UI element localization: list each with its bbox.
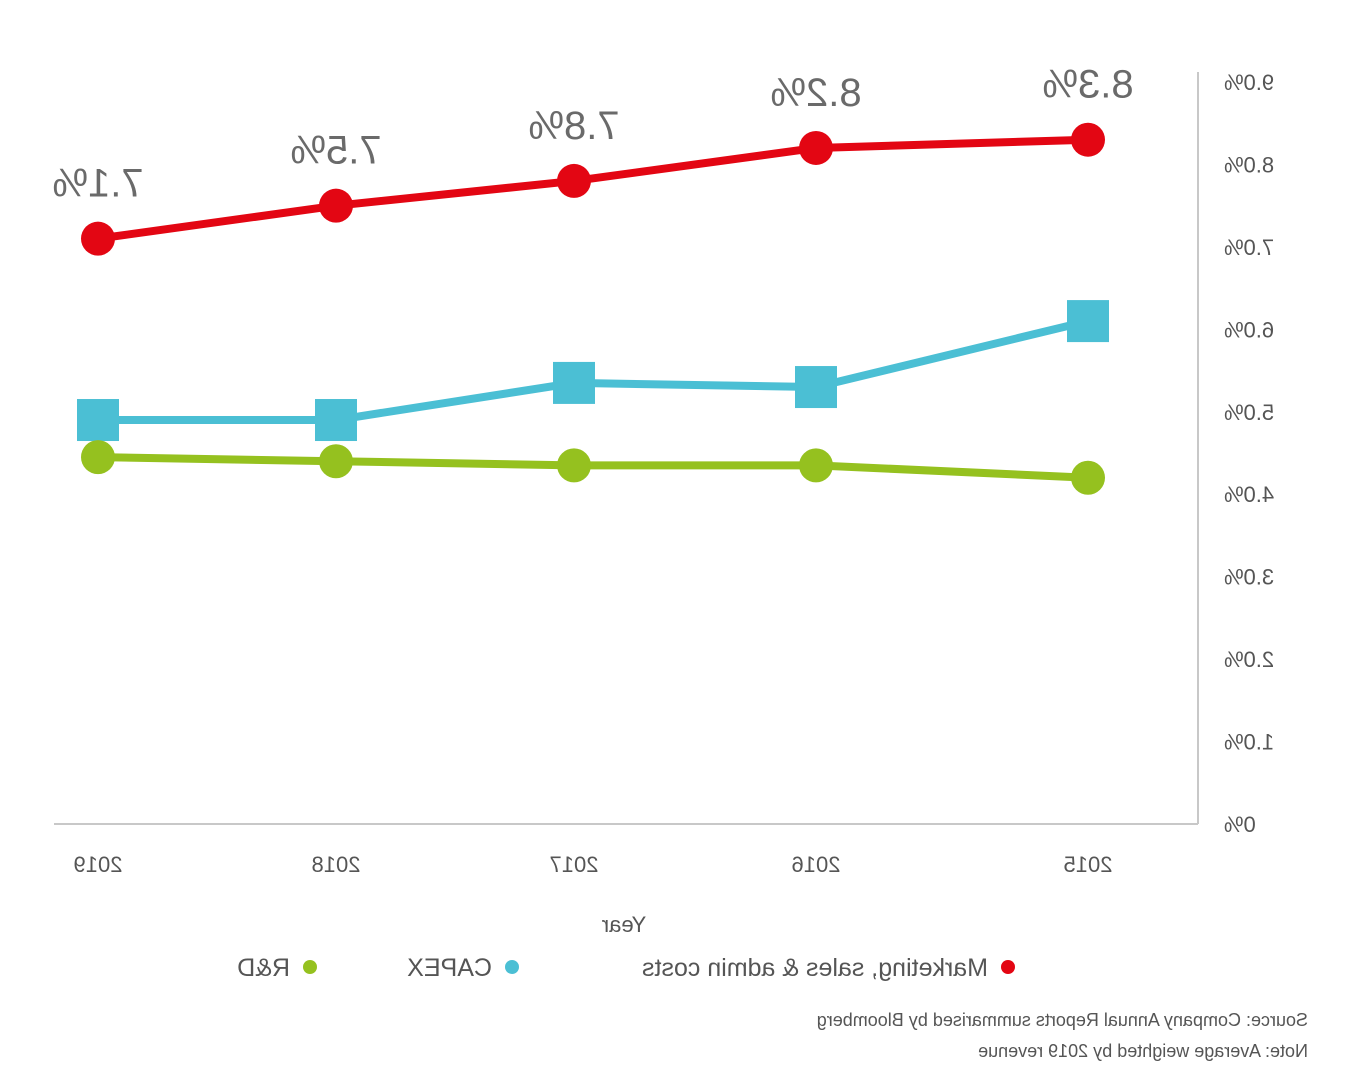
- y-tick-label: 2.0%: [1224, 647, 1274, 672]
- y-tick-label: 7.0%: [1224, 235, 1274, 260]
- series-2: [77, 300, 1109, 442]
- y-tick-label: 3.0%: [1224, 565, 1274, 590]
- data-point: [795, 366, 837, 409]
- legend-marker: [1001, 960, 1015, 974]
- weighting-note: Note: Average weighted by 2019 revenue: [978, 1041, 1308, 1061]
- series-3: [81, 440, 1105, 495]
- data-label: 7.8%: [528, 104, 619, 148]
- legend-label: Marketing, sales & admin costs: [642, 954, 988, 982]
- data-point: [557, 448, 591, 483]
- x-tick-label: 2018: [312, 852, 361, 877]
- data-point: [1071, 460, 1105, 495]
- series-line: [94, 135, 1092, 243]
- legend-marker: [303, 960, 317, 974]
- data-label: 8.3%: [1042, 63, 1133, 107]
- legend-item: CAPEX: [407, 954, 519, 982]
- x-tick-label: 2016: [792, 852, 841, 877]
- x-tick-label: 2017: [550, 852, 599, 877]
- data-point: [1067, 300, 1109, 343]
- data-point: [319, 188, 353, 223]
- x-tick-label: 2015: [1064, 852, 1113, 877]
- y-tick-label: 1.0%: [1224, 730, 1274, 755]
- data-point: [799, 448, 833, 483]
- y-tick-label: 9.0%: [1224, 70, 1274, 95]
- data-point: [81, 440, 115, 475]
- data-point: [77, 399, 119, 442]
- data-label: 8.2%: [770, 71, 861, 115]
- legend-label: R&D: [237, 954, 290, 982]
- legend-label: CAPEX: [407, 954, 492, 982]
- legend-marker: [505, 960, 519, 974]
- data-point: [319, 444, 353, 479]
- y-axis-ticks: 0% 1.0% 2.0% 3.0% 4.0% 5.0% 6.0% 7.0% 8.0% 9.0%: [1224, 70, 1274, 837]
- data-point: [553, 361, 595, 404]
- data-point: [81, 221, 115, 256]
- x-axis-ticks: 2015 2016 2017 2018 2019: [74, 852, 1113, 877]
- legend: Marketing, sales & admin costs CAPEX R&D: [237, 954, 1015, 982]
- data-point: [557, 163, 591, 198]
- data-label: 7.5%: [290, 129, 381, 173]
- data-point: [315, 399, 357, 442]
- y-tick-label: 6.0%: [1224, 317, 1274, 342]
- data-point: [799, 130, 833, 165]
- data-label: 7.1%: [52, 162, 143, 206]
- y-tick-label: 0%: [1224, 812, 1256, 837]
- x-axis-label: Year: [602, 912, 646, 937]
- axes: [54, 72, 1199, 825]
- source-note: Source: Company Annual Reports summarise…: [817, 1010, 1308, 1030]
- series-1: 8.3% 8.2% 7.8% 7.5% 7.1%: [52, 63, 1134, 256]
- y-tick-label: 5.0%: [1224, 400, 1274, 425]
- data-point: [1071, 122, 1105, 157]
- series-layer: 8.3% 8.2% 7.8% 7.5% 7.1%: [52, 63, 1134, 495]
- y-tick-label: 8.0%: [1224, 152, 1274, 177]
- x-tick-label: 2019: [74, 852, 123, 877]
- legend-item: R&D: [237, 954, 317, 982]
- legend-item: Marketing, sales & admin costs: [642, 954, 1015, 982]
- y-tick-label: 4.0%: [1224, 482, 1274, 507]
- series-line: [94, 453, 1092, 482]
